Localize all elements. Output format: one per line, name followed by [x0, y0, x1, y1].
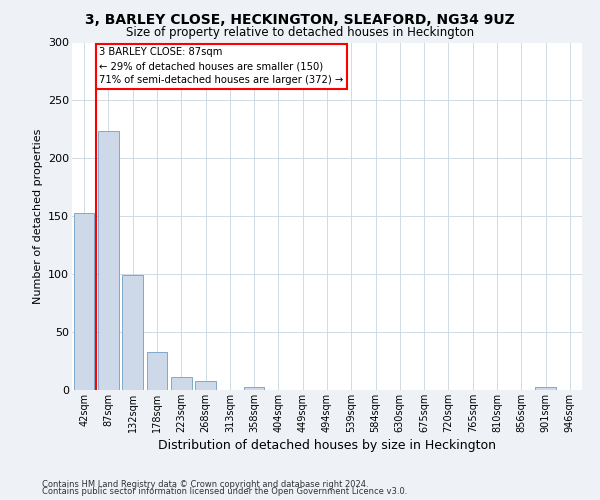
Bar	[98, 130, 119, 390]
Text: 3 BARLEY CLOSE: 87sqm
← 29% of detached houses are smaller (150)
71% of semi-det: 3 BARLEY CLOSE: 87sqm ← 29% of detached …	[99, 47, 343, 85]
Text: Size of property relative to detached houses in Heckington: Size of property relative to detached ho…	[126, 26, 474, 39]
Bar	[195, 380, 216, 390]
Text: Contains public sector information licensed under the Open Government Licence v3: Contains public sector information licen…	[42, 488, 407, 496]
Bar	[146, 352, 167, 390]
Text: Contains HM Land Registry data © Crown copyright and database right 2024.: Contains HM Land Registry data © Crown c…	[42, 480, 368, 489]
Y-axis label: Number of detached properties: Number of detached properties	[32, 128, 43, 304]
Text: 3, BARLEY CLOSE, HECKINGTON, SLEAFORD, NG34 9UZ: 3, BARLEY CLOSE, HECKINGTON, SLEAFORD, N…	[85, 12, 515, 26]
X-axis label: Distribution of detached houses by size in Heckington: Distribution of detached houses by size …	[158, 439, 496, 452]
Bar	[122, 276, 143, 390]
Bar	[74, 213, 94, 390]
Bar	[535, 386, 556, 390]
Bar	[171, 378, 191, 390]
Bar	[244, 386, 265, 390]
